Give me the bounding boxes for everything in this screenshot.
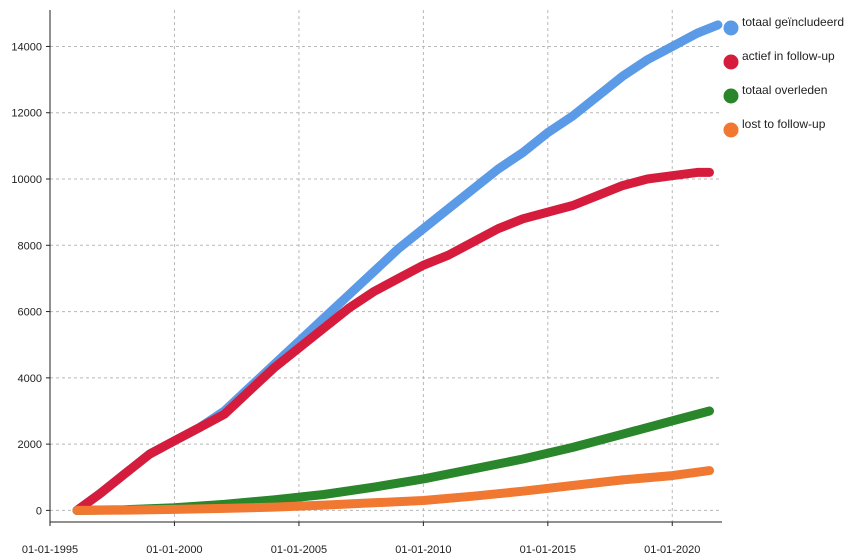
y-tick-label: 14000 [11, 41, 42, 53]
y-tick-label: 8000 [18, 240, 42, 252]
y-tick-label: 0 [36, 505, 42, 517]
legend-label: actief in follow-up [742, 49, 835, 63]
axes [49, 10, 722, 523]
legend-label: totaal overleden [742, 83, 827, 97]
x-tick-label: 01-01-2020 [644, 544, 700, 556]
y-tick-label: 4000 [18, 373, 42, 385]
legend-label: totaal geïncludeerd [742, 15, 844, 29]
series-line [72, 466, 714, 515]
y-tick-label: 2000 [18, 439, 42, 451]
x-tick-label: 01-01-2015 [520, 544, 576, 556]
x-tick-label: 01-01-2005 [271, 544, 327, 556]
legend: totaal geïncludeerd actief in follow-up to… [723, 15, 844, 138]
series-lines [72, 20, 723, 515]
x-tick-labels: 01-01-1995 01-01-2000 01-01-2005 01-01-2010… [22, 522, 700, 556]
legend-marker [723, 122, 739, 138]
legend-label: lost to follow-up [742, 117, 826, 131]
y-tick-labels: 0 2000 4000 6000 8000 10000 12000 14000 [11, 41, 50, 517]
legend-marker [723, 88, 739, 104]
x-tick-label: 01-01-2000 [146, 544, 202, 556]
legend-marker [723, 54, 739, 70]
x-tick-label: 01-01-2010 [395, 544, 451, 556]
x-tick-label: 01-01-1995 [22, 544, 78, 556]
series-line [72, 406, 714, 515]
legend-marker [723, 20, 739, 36]
y-tick-label: 10000 [11, 174, 42, 186]
y-tick-label: 12000 [11, 108, 42, 120]
y-tick-label: 6000 [18, 307, 42, 319]
series-line [72, 167, 714, 515]
